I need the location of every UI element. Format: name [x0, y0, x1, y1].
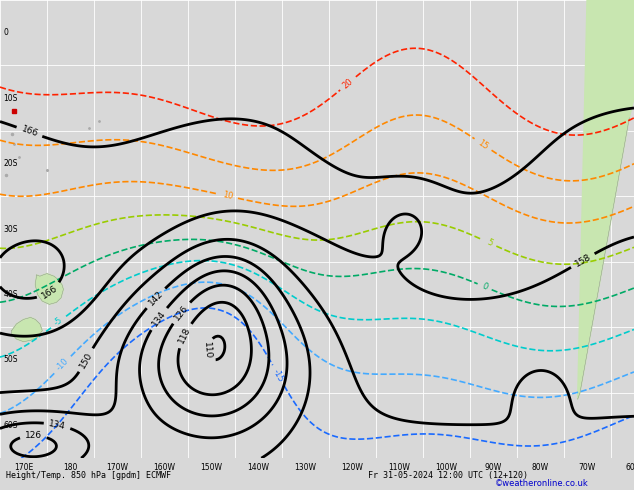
Text: 10S: 10S — [3, 94, 18, 103]
Text: 130W: 130W — [294, 463, 316, 472]
Text: 170W: 170W — [107, 463, 129, 472]
Text: 158: 158 — [573, 252, 593, 269]
Text: 5: 5 — [485, 238, 494, 248]
Text: 170E: 170E — [14, 463, 33, 472]
Text: 0: 0 — [3, 28, 8, 37]
Text: 20: 20 — [341, 76, 355, 90]
Text: 110: 110 — [202, 342, 213, 360]
Text: 40S: 40S — [3, 290, 18, 299]
Text: Fr 31-05-2024 12:00 UTC (12+120): Fr 31-05-2024 12:00 UTC (12+120) — [368, 471, 527, 480]
Text: 134: 134 — [48, 419, 67, 431]
Text: 142: 142 — [146, 289, 165, 307]
Text: -5: -5 — [53, 316, 65, 328]
Text: 126: 126 — [25, 431, 42, 441]
Text: -10: -10 — [55, 357, 70, 373]
Polygon shape — [36, 273, 63, 304]
Polygon shape — [12, 318, 42, 342]
Text: 20S: 20S — [3, 159, 18, 168]
Text: 166: 166 — [20, 124, 39, 139]
Text: 70W: 70W — [578, 463, 596, 472]
Text: 100W: 100W — [435, 463, 457, 472]
Text: 150W: 150W — [200, 463, 223, 472]
Text: 60S: 60S — [3, 421, 18, 430]
Text: 60W: 60W — [625, 463, 634, 472]
Text: 180: 180 — [63, 463, 77, 472]
Text: 30S: 30S — [3, 224, 18, 234]
Text: 15: 15 — [476, 138, 490, 151]
Text: 0: 0 — [481, 282, 489, 292]
Text: -15: -15 — [271, 368, 286, 384]
Text: 140W: 140W — [247, 463, 269, 472]
Text: 126: 126 — [172, 303, 190, 322]
Text: 110W: 110W — [388, 463, 410, 472]
Text: Height/Temp. 850 hPa [gpdm] ECMWF: Height/Temp. 850 hPa [gpdm] ECMWF — [6, 471, 171, 480]
Text: 120W: 120W — [341, 463, 363, 472]
Text: 118: 118 — [177, 326, 192, 345]
Text: ©weatheronline.co.uk: ©weatheronline.co.uk — [495, 479, 588, 489]
Text: 80W: 80W — [531, 463, 548, 472]
Text: 50S: 50S — [3, 355, 18, 365]
Text: 160W: 160W — [153, 463, 176, 472]
Text: 90W: 90W — [484, 463, 501, 472]
Polygon shape — [578, 0, 634, 399]
Text: 10: 10 — [222, 191, 234, 202]
Text: 134: 134 — [150, 309, 167, 328]
Text: 166: 166 — [39, 283, 59, 300]
Text: 150: 150 — [78, 350, 94, 370]
